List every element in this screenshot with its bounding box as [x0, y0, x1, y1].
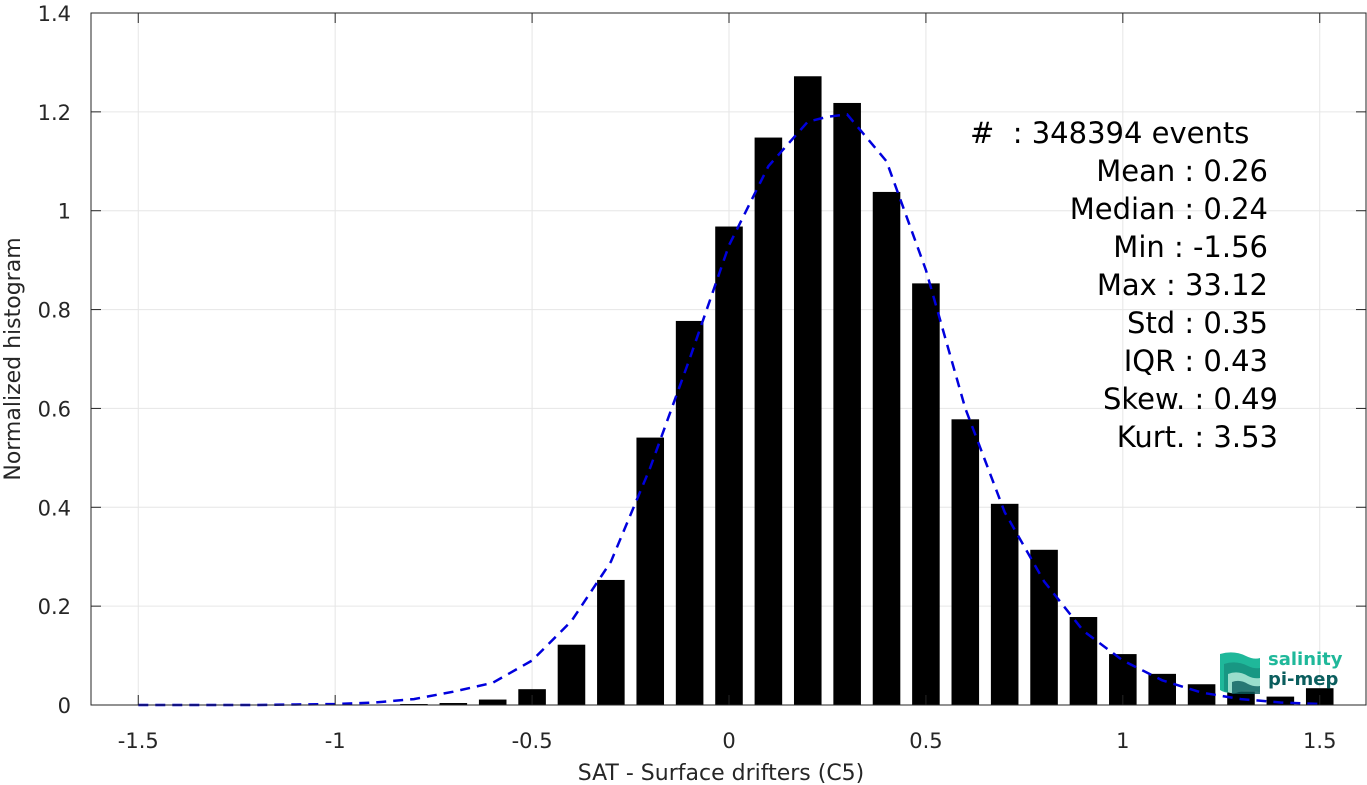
grid-layer — [91, 12, 1367, 706]
histogram-bar — [912, 283, 940, 705]
histogram-bar — [1069, 617, 1098, 705]
stat-min: Min : -1.56 — [1113, 230, 1268, 264]
histogram-bar — [597, 579, 625, 705]
stat-std: Std : 0.35 — [1127, 306, 1268, 340]
wave-logo-icon — [1220, 652, 1260, 694]
y-tick-label: 1.4 — [38, 2, 71, 26]
stat-mean: Mean : 0.26 — [1096, 154, 1268, 188]
y-tick-label: 0.6 — [38, 397, 71, 421]
y-tick-label: 0.8 — [38, 299, 71, 323]
fit-curve-layer — [138, 112, 1320, 707]
histogram-bar — [833, 102, 861, 705]
histogram-bar — [636, 437, 665, 705]
histogram-bar — [951, 419, 980, 705]
histogram-bar — [1266, 696, 1295, 705]
x-tick-label: 0.5 — [909, 729, 942, 753]
x-tick-label: -0.5 — [512, 729, 553, 753]
x-tick-label: 1.5 — [1303, 729, 1336, 753]
ticks-layer: -1.5 -1 -0.5 0 0.5 1 1.5 0 0.2 0.4 0.6 0.8 1 1.2 1.4 — [38, 2, 1366, 753]
y-tick-label: 0.4 — [38, 496, 71, 520]
histogram-bar — [557, 644, 586, 705]
bars-layer — [400, 76, 1334, 706]
stat-skew: Skew. : 0.49 — [1102, 382, 1278, 416]
histogram-bar — [478, 699, 507, 705]
x-tick-label: -1 — [325, 729, 346, 753]
logo-line2: pi-mep — [1268, 669, 1339, 690]
x-axis-title: SAT - Surface drifters (C5) — [578, 761, 865, 785]
salinity-pi-mep-logo: salinity pi-mep — [1216, 646, 1346, 696]
x-tick-label: 1 — [1116, 729, 1129, 753]
gaussian-fit-curve — [138, 112, 1320, 707]
stat-kurt: Kurt. : 3.53 — [1116, 420, 1278, 454]
x-tick-label: -1.5 — [118, 729, 159, 753]
histogram-bar — [990, 503, 1019, 705]
stat-median: Median : 0.24 — [1069, 192, 1268, 226]
histogram-bar — [715, 226, 743, 705]
y-tick-label: 0 — [58, 694, 71, 718]
histogram-bar — [675, 320, 704, 705]
stats-panel: # : 348394 events Mean : 0.26 Median : 0… — [940, 114, 1280, 456]
stat-events: # : 348394 events — [970, 116, 1250, 150]
histogram-bar — [793, 76, 822, 706]
histogram-bar — [1148, 673, 1176, 705]
stat-iqr: IQR : 0.43 — [1123, 344, 1268, 378]
histogram-bar — [439, 703, 468, 705]
histogram-bar — [1030, 549, 1058, 705]
x-tick-label: 0 — [722, 729, 735, 753]
y-tick-label: 1.2 — [38, 101, 71, 125]
histogram-bar — [872, 191, 901, 706]
stat-max: Max : 33.12 — [1096, 268, 1268, 302]
y-axis-title: Normalized histogram — [1, 237, 26, 480]
histogram-bar — [754, 137, 783, 705]
y-tick-label: 1 — [58, 200, 71, 224]
logo-line1: salinity — [1268, 649, 1343, 670]
y-tick-label: 0.2 — [38, 595, 71, 619]
